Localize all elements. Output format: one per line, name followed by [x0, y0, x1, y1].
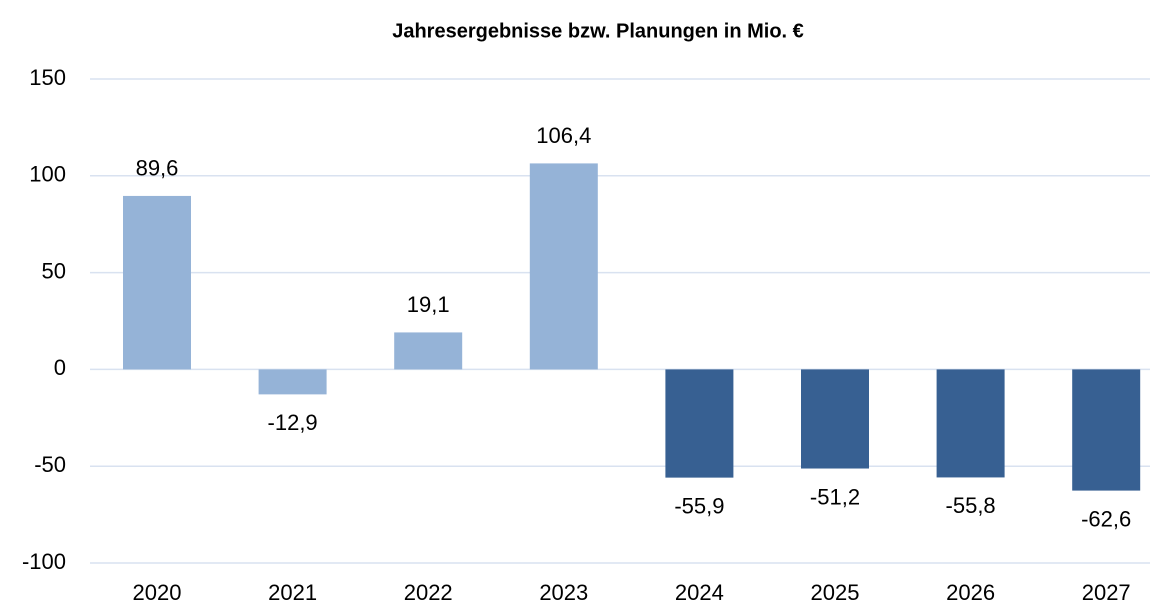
bar — [529, 163, 598, 370]
x-tick-label: 2026 — [946, 580, 995, 605]
bar — [1072, 369, 1141, 491]
x-tick-label: 2024 — [675, 580, 724, 605]
value-label: -55,8 — [946, 493, 996, 518]
bar — [936, 369, 1005, 478]
x-tick-label: 2025 — [811, 580, 860, 605]
x-tick-label: 2022 — [404, 580, 453, 605]
chart-title: Jahresergebnisse bzw. Planungen in Mio. … — [392, 20, 804, 42]
y-tick-label: -100 — [22, 549, 66, 574]
y-tick-label: 50 — [42, 258, 66, 283]
x-tick-label: 2023 — [539, 580, 588, 605]
x-tick-label: 2027 — [1082, 580, 1131, 605]
y-tick-label: 150 — [29, 65, 66, 90]
bar — [801, 369, 869, 469]
x-tick-label: 2021 — [268, 580, 317, 605]
value-label: -51,2 — [810, 484, 860, 509]
y-tick-label: 0 — [54, 355, 66, 380]
value-label: -12,9 — [268, 410, 318, 435]
x-tick-label: 2020 — [133, 580, 182, 605]
value-label: 19,1 — [407, 292, 450, 317]
value-label: -62,6 — [1081, 506, 1131, 531]
value-label: 106,4 — [536, 123, 591, 148]
bar — [258, 369, 327, 395]
bar — [394, 332, 463, 370]
value-label: -55,9 — [674, 493, 724, 518]
y-tick-label: -50 — [34, 452, 66, 477]
value-label: 89,6 — [136, 156, 179, 181]
y-tick-label: 100 — [29, 162, 66, 187]
bar — [123, 195, 191, 370]
bar — [665, 369, 734, 478]
